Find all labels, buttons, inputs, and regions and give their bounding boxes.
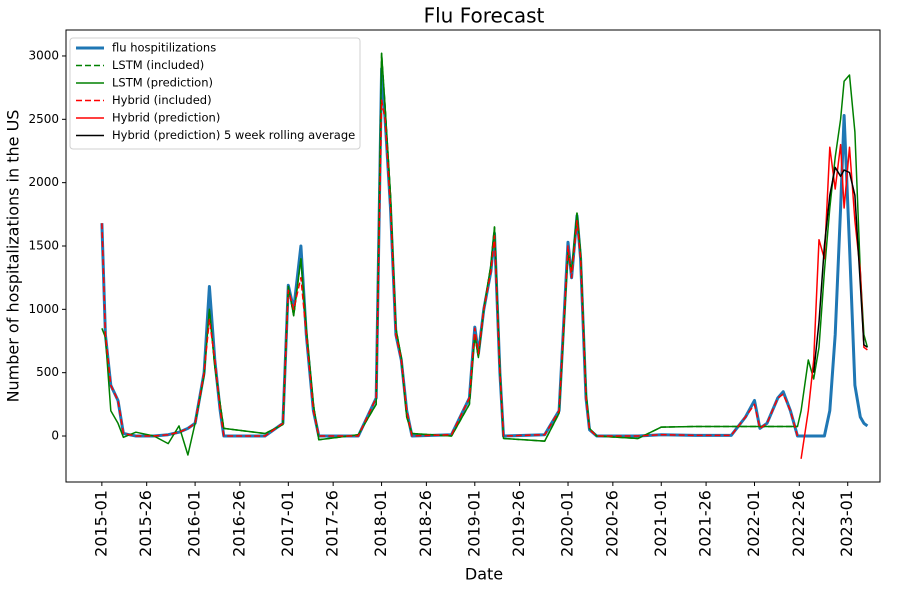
y-tick-label: 0 [51, 429, 59, 443]
x-tick-label: 2021-01 [651, 490, 670, 557]
legend-label: Hybrid (prediction) 5 week rolling avera… [112, 128, 355, 142]
x-tick-label: 2021-26 [696, 490, 715, 557]
y-axis-label: Number of hospitalizations in the US [4, 110, 23, 403]
chart-title: Flu Forecast [424, 4, 545, 28]
x-tick-label: 2016-26 [229, 490, 248, 557]
legend-label: Hybrid (included) [112, 93, 212, 107]
plot-frame [65, 29, 881, 483]
x-tick-label: 2018-26 [416, 490, 435, 557]
x-tick-label: 2023-01 [837, 490, 856, 557]
x-tick-label: 2017-26 [323, 490, 342, 557]
x-tick-label: 2018-01 [371, 490, 390, 557]
x-tick-label: 2022-01 [744, 490, 763, 557]
x-tick-label: 2019-01 [464, 490, 483, 557]
y-tick-label: 3000 [28, 48, 59, 62]
y-tick-label: 1000 [28, 302, 59, 316]
y-tick-label: 2500 [28, 112, 59, 126]
legend-label: LSTM (prediction) [112, 76, 213, 90]
x-tick-label: 2017-01 [278, 490, 297, 557]
legend-label: LSTM (included) [112, 58, 204, 72]
legend-label: flu hospitilizations [112, 41, 216, 55]
x-tick-label: 2020-26 [602, 490, 621, 557]
series-line [812, 166, 868, 373]
x-tick-label: 2020-01 [558, 490, 577, 557]
legend-label: Hybrid (prediction) [112, 111, 220, 125]
y-tick-label: 500 [36, 365, 59, 379]
x-tick-label: 2022-26 [789, 490, 808, 557]
series-line [101, 99, 799, 437]
x-tick-label: 2015-01 [91, 490, 110, 557]
y-tick-label: 1500 [28, 238, 59, 252]
y-tick-label: 2000 [28, 175, 59, 189]
legend-box [69, 37, 361, 150]
x-tick-label: 2016-01 [185, 490, 204, 557]
x-tick-label: 2019-26 [509, 490, 528, 557]
x-tick-label: 2015-26 [136, 490, 155, 557]
x-axis-label: Date [465, 565, 503, 584]
